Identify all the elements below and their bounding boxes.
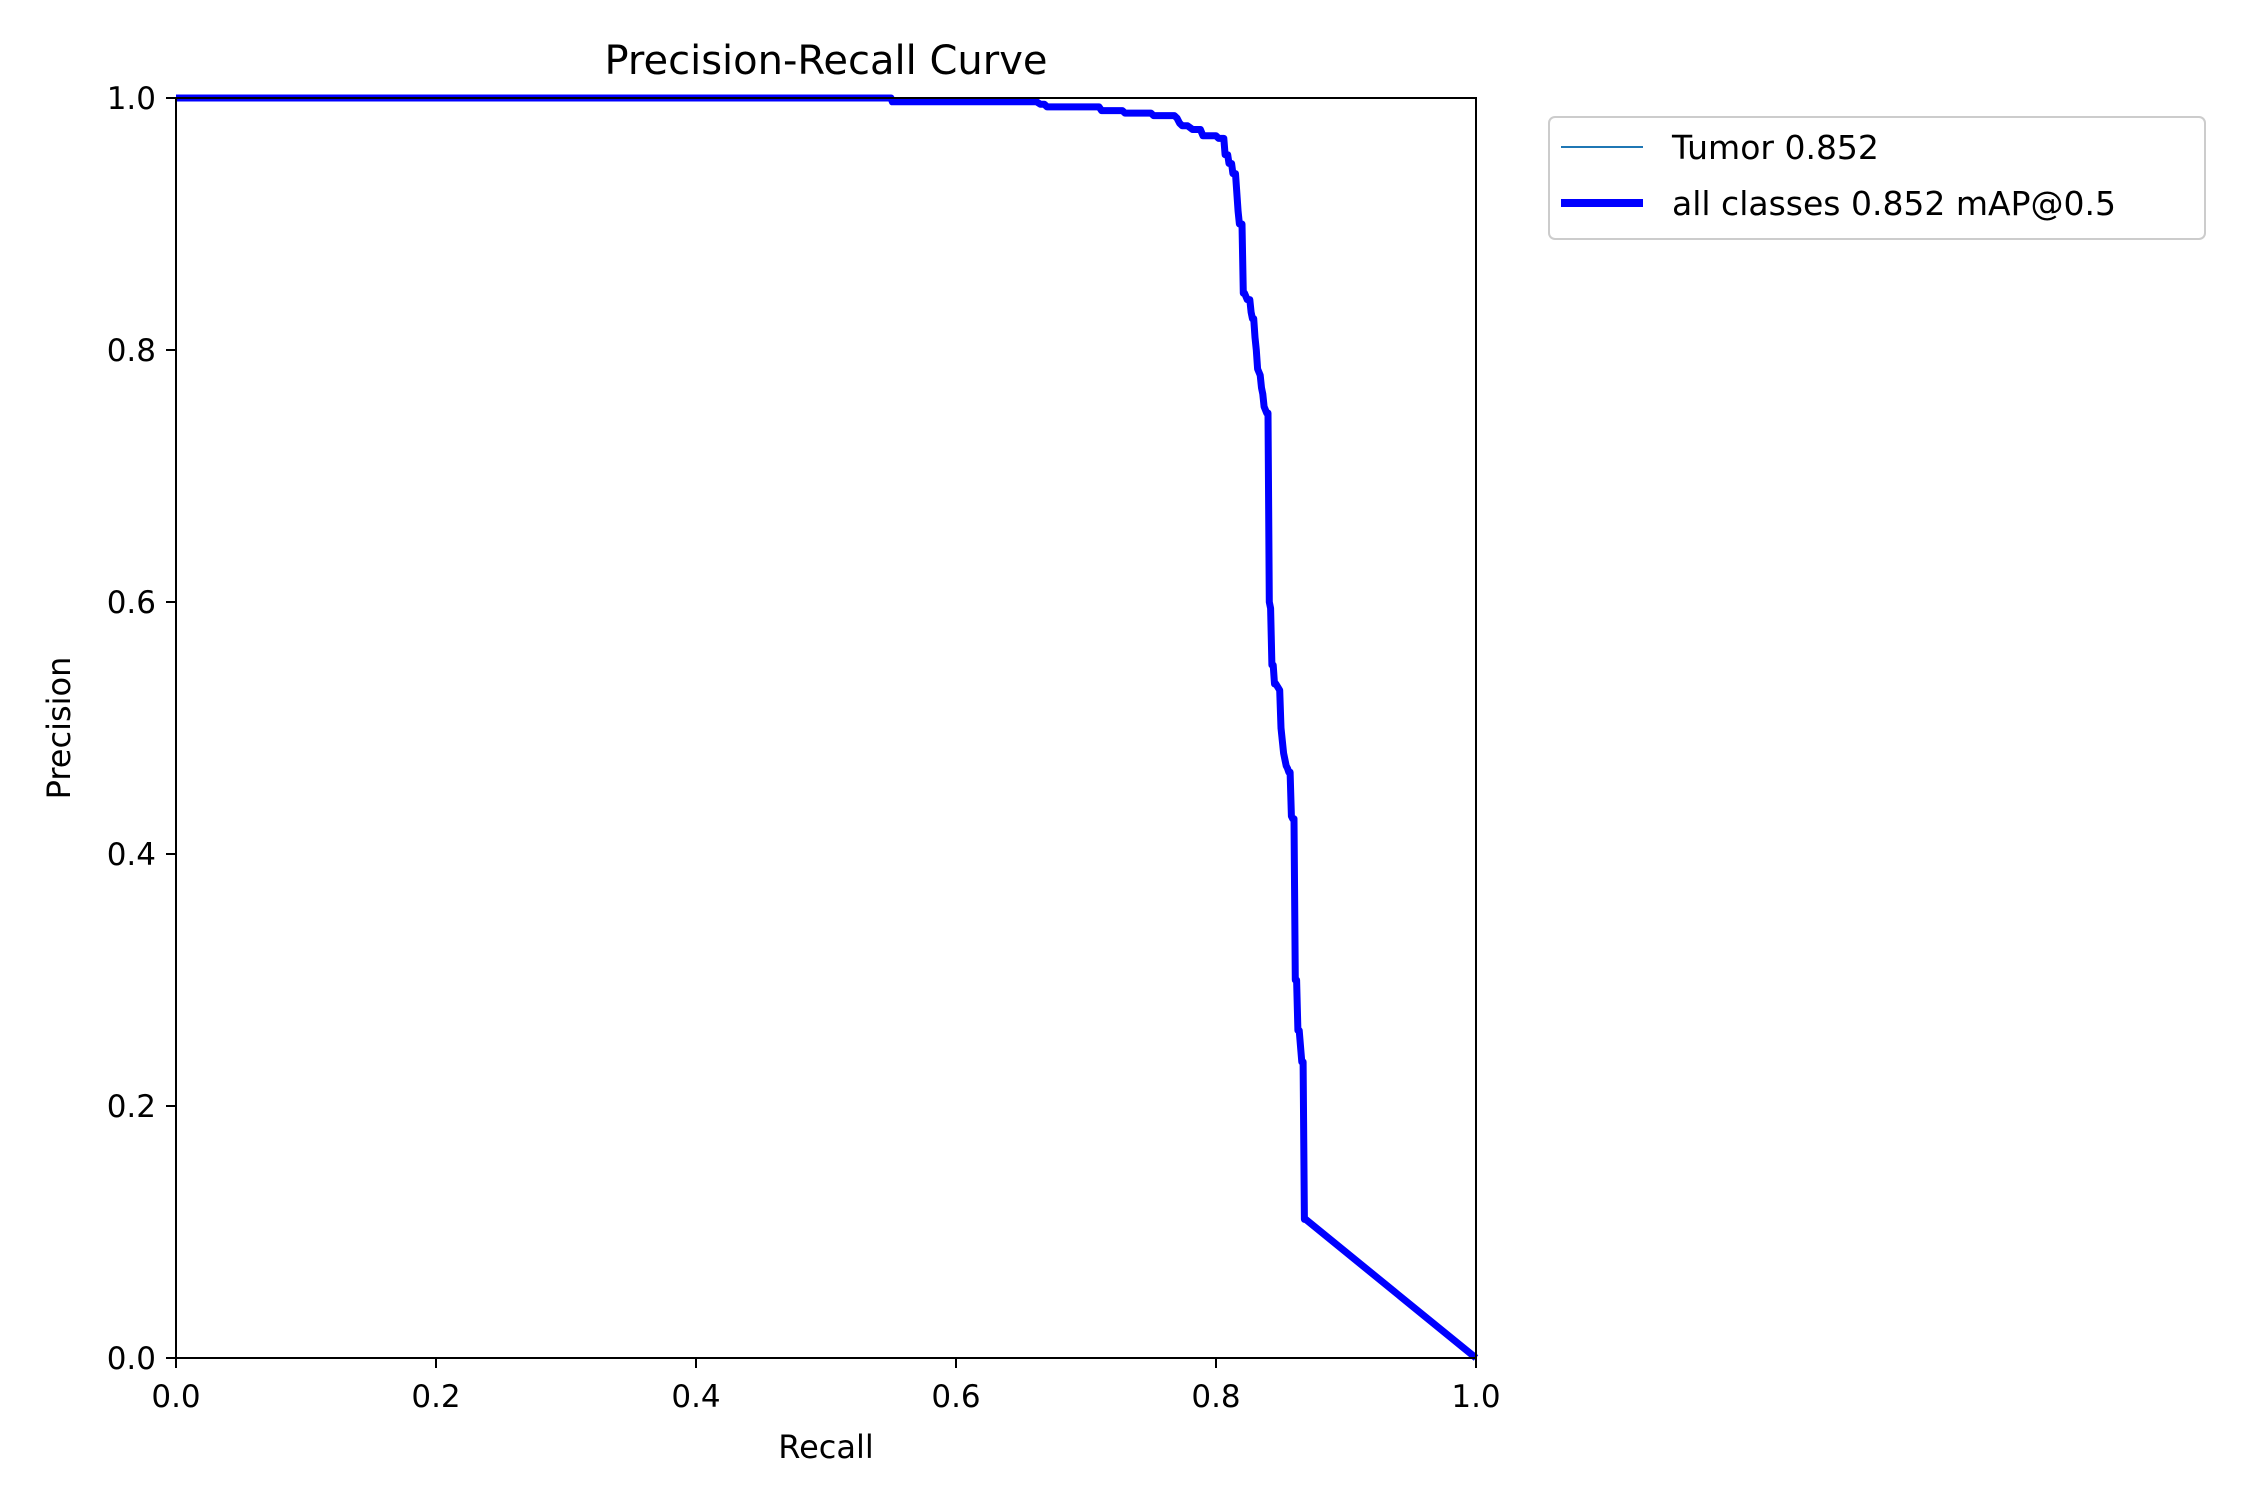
y-axis-ticks: 0.0 0.2 0.4 0.6 0.8 1.0 <box>107 81 176 1377</box>
y-tick-label: 0.0 <box>107 1341 156 1377</box>
y-tick-label: 0.4 <box>107 837 156 873</box>
legend-label-tumor: Tumor 0.852 <box>1671 128 1879 167</box>
legend-box <box>1548 116 2206 240</box>
series-line-all-classes <box>176 94 1479 1361</box>
series-layer <box>176 94 1479 1361</box>
y-tick-label: 0.2 <box>107 1089 156 1125</box>
x-tick-label: 0.8 <box>1191 1379 1240 1415</box>
x-axis-ticks: 0.0 0.2 0.4 0.6 0.8 1.0 <box>151 1358 1501 1415</box>
x-tick-label: 0.0 <box>151 1379 200 1415</box>
x-tick-label: 0.2 <box>411 1379 460 1415</box>
y-axis-label: Precision <box>40 657 78 800</box>
y-tick-label: 1.0 <box>107 81 156 117</box>
legend: Tumor 0.852 all classes 0.852 mAP@0.5 <box>1548 116 2206 240</box>
y-tick-label: 0.8 <box>107 333 156 369</box>
plot-frame <box>175 97 1477 1359</box>
x-axis-label: Recall <box>778 1428 873 1466</box>
x-tick-label: 0.4 <box>671 1379 720 1415</box>
chart-title: Precision-Recall Curve <box>605 38 1048 84</box>
y-tick-label: 0.6 <box>107 585 156 621</box>
legend-label-all-classes: all classes 0.852 mAP@0.5 <box>1672 184 2116 223</box>
x-tick-label: 1.0 <box>1451 1379 1500 1415</box>
x-tick-label: 0.6 <box>931 1379 980 1415</box>
